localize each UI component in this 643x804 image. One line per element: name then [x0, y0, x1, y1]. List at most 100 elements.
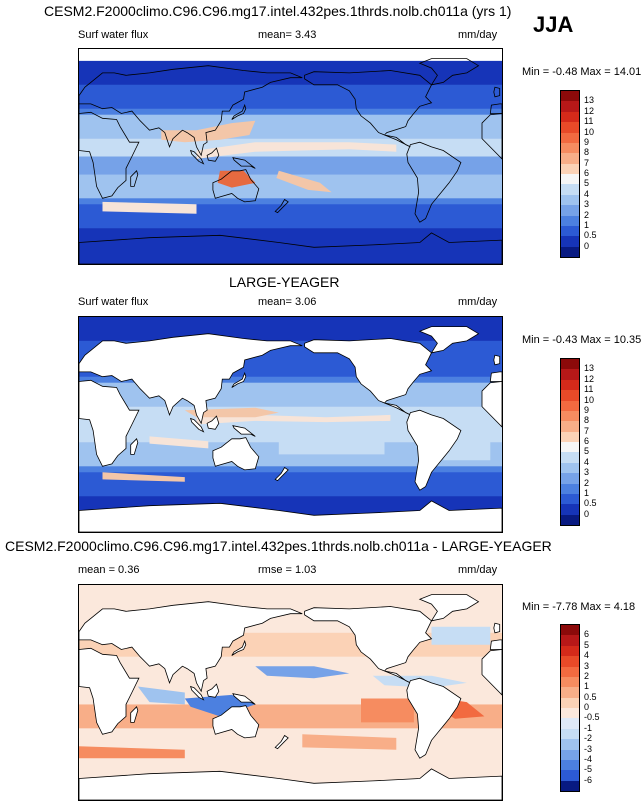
- colorbar-tick-label: 4: [584, 456, 590, 467]
- colorbar-cell: [561, 452, 579, 463]
- coastline-namerica: [304, 70, 433, 148]
- coastline-samerica: [406, 141, 462, 223]
- coastline-antarctica: [79, 232, 502, 264]
- colorbar-tick-label: 6: [584, 168, 590, 178]
- coastline-africa: [481, 113, 502, 160]
- colorbar-tick-label: 9: [584, 404, 590, 415]
- colorbar-tick-label: 7: [584, 157, 590, 168]
- panel2-minmax-label: Min = -0.43 Max = 10.35: [522, 334, 642, 346]
- colorbar-tick-label: 5: [584, 639, 590, 650]
- field-region: [276, 170, 332, 193]
- panel2-title: LARGE-YEAGER: [229, 274, 340, 290]
- colorbar-cell: [561, 142, 579, 154]
- land-borneo: [206, 415, 220, 430]
- field-band: [79, 156, 502, 175]
- colorbar-cell: [561, 153, 579, 164]
- colorbar-tick-label: 3: [584, 660, 590, 671]
- land-uk: [493, 622, 501, 634]
- field-band: [79, 174, 502, 199]
- colorbar-cell: [561, 739, 579, 750]
- colorbar-tick-label: 6: [584, 629, 590, 640]
- colorbar-tick-label: 0: [584, 508, 590, 519]
- colorbar-cell: [561, 379, 579, 391]
- colorbar-tick-label: 12: [584, 373, 595, 384]
- land-eurasia: [79, 333, 303, 425]
- colorbar-cell: [561, 246, 579, 257]
- coastline-greenland: [418, 58, 480, 86]
- land-madagascar: [130, 438, 139, 455]
- land-namerica: [304, 606, 433, 684]
- coastline-nz: [274, 198, 289, 214]
- field-region: [79, 49, 502, 61]
- coastline-eur_w: [489, 103, 502, 114]
- colorbar-tick-label: 0.5: [584, 498, 597, 509]
- colorbar-cell: [561, 462, 579, 474]
- colorbar-tick-label: 3: [584, 199, 590, 210]
- field-region: [149, 436, 209, 449]
- coastline-eurasia: [79, 65, 303, 157]
- colorbar-tick-label: 0: [584, 240, 590, 251]
- field-region: [137, 686, 185, 705]
- land-antarctica: [79, 500, 502, 532]
- colorbar-tick-label: 2: [584, 477, 590, 488]
- panel2-colorbar: [560, 358, 580, 526]
- colorbar-cell: [561, 122, 579, 133]
- land-newguinea: [232, 693, 256, 705]
- land-uk: [493, 354, 501, 366]
- coastline-africa2: [79, 111, 140, 199]
- coastline-australia: [212, 169, 260, 203]
- coastline-madagascar: [130, 170, 139, 187]
- colorbar-tick-label: 8: [584, 147, 590, 158]
- colorbar-cell: [561, 184, 579, 195]
- colorbar-tick-label: 0: [584, 702, 590, 712]
- land-australia: [212, 437, 260, 471]
- colorbar-tick-label: -0.5: [584, 712, 600, 723]
- colorbar-tick-label: -1: [584, 722, 593, 733]
- land-madagascar: [130, 706, 139, 723]
- colorbar-tick-label: 0.5: [584, 230, 597, 241]
- colorbar-tick-label: 1: [584, 487, 590, 498]
- land-sumatra: [189, 685, 205, 701]
- field-region: [102, 201, 197, 214]
- map-canvas: [79, 317, 502, 532]
- colorbar-cell: [561, 708, 579, 719]
- panel1-map: [78, 48, 503, 265]
- panel3-mean-label: mean = 0.36: [78, 564, 140, 576]
- colorbar-cell: [561, 687, 579, 698]
- colorbar-cell: [561, 625, 579, 636]
- land-samerica: [406, 677, 462, 759]
- colorbar-cell: [561, 770, 579, 781]
- map-canvas: [79, 585, 502, 800]
- colorbar-cell: [561, 163, 579, 174]
- colorbar-cell: [561, 759, 579, 771]
- colorbar-tick-label: 10: [584, 126, 595, 137]
- colorbar-cell: [561, 205, 579, 216]
- panel3-rmse-label: rmse = 1.03: [258, 564, 317, 576]
- colorbar-tick-label: 12: [584, 105, 595, 116]
- colorbar-tick-label: 6: [584, 436, 590, 446]
- panel1-title: CESM2.F2000climo.C96.C96.mg17.intel.432p…: [44, 3, 512, 19]
- land-eur_w: [489, 371, 502, 382]
- colorbar-tick-label: 3: [584, 467, 590, 478]
- field-region: [184, 694, 256, 717]
- land-samerica: [406, 409, 462, 491]
- coastline-sumatra: [189, 149, 205, 165]
- field-region: [278, 436, 385, 455]
- land-antarctica: [79, 768, 502, 800]
- colorbar-cell: [561, 194, 579, 206]
- panel3-title: CESM2.F2000climo.C96.C96.mg17.intel.432p…: [5, 538, 552, 554]
- land-africa2: [79, 379, 140, 467]
- colorbar-cell: [561, 421, 579, 432]
- colorbar-cell: [561, 101, 579, 112]
- panel2-map: [78, 316, 503, 533]
- colorbar-cell: [561, 431, 579, 442]
- colorbar-cell: [561, 132, 579, 143]
- land-australia: [212, 705, 260, 739]
- colorbar-tick-label: 10: [584, 394, 595, 405]
- colorbar-tick-label: 4: [584, 650, 590, 661]
- colorbar-cell: [561, 697, 579, 708]
- panel1-minmax-label: Min = -0.48 Max = 14.01: [522, 66, 642, 78]
- land-greenland: [418, 594, 480, 622]
- colorbar-tick-label: 11: [584, 116, 594, 127]
- colorbar-cell: [561, 749, 579, 760]
